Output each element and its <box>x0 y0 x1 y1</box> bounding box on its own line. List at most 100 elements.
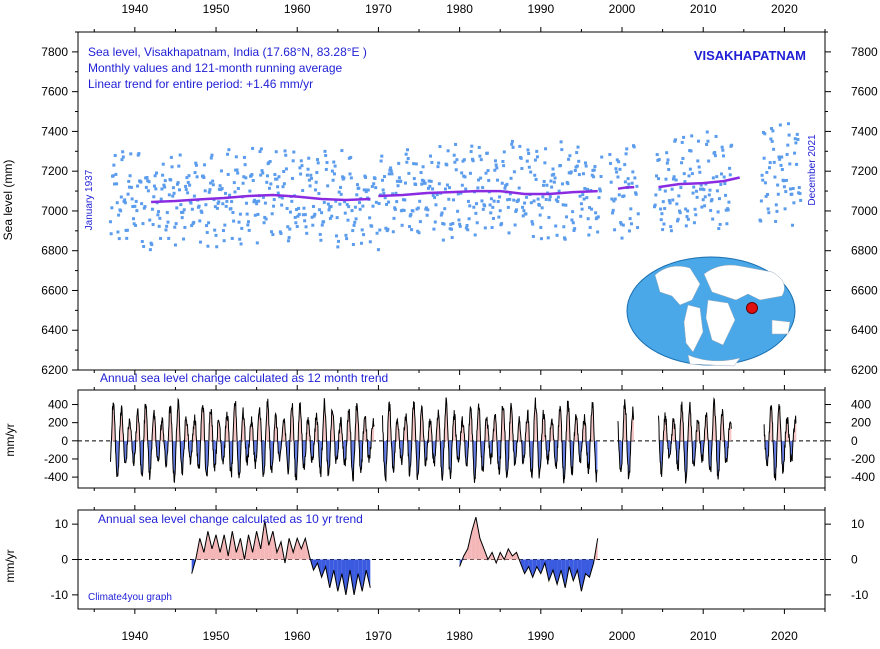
monthly-point <box>223 223 227 227</box>
monthly-point <box>447 186 451 190</box>
monthly-point <box>325 161 329 165</box>
monthly-point <box>430 160 434 164</box>
monthly-point <box>676 217 680 221</box>
monthly-point <box>423 181 427 185</box>
monthly-point <box>760 173 764 177</box>
monthly-point <box>406 148 410 152</box>
monthly-point <box>590 173 594 177</box>
monthly-point <box>337 239 341 243</box>
y1-tick-label-right: 6200 <box>851 363 878 377</box>
monthly-point <box>526 148 530 152</box>
monthly-point <box>302 206 306 210</box>
monthly-point <box>621 223 625 227</box>
monthly-point <box>679 186 683 190</box>
monthly-point <box>344 233 348 237</box>
monthly-point <box>795 132 799 136</box>
monthly-point <box>394 191 398 195</box>
monthly-point <box>386 227 390 231</box>
monthly-point <box>110 206 114 210</box>
monthly-point <box>123 198 127 202</box>
monthly-point <box>221 229 225 233</box>
monthly-point <box>782 185 786 189</box>
monthly-point <box>724 193 728 197</box>
monthly-point <box>479 158 483 162</box>
monthly-point <box>309 176 313 180</box>
monthly-point <box>775 209 779 213</box>
monthly-point <box>205 231 209 235</box>
monthly-point <box>608 152 612 156</box>
monthly-point <box>290 199 294 203</box>
monthly-point <box>298 166 302 170</box>
monthly-point <box>230 200 234 204</box>
monthly-point <box>725 222 729 226</box>
monthly-point <box>431 193 435 197</box>
monthly-point <box>311 223 315 227</box>
monthly-point <box>192 194 196 198</box>
monthly-point <box>131 205 135 209</box>
monthly-point <box>569 170 573 174</box>
monthly-point <box>796 137 800 141</box>
y2-tick-label-right: 200 <box>851 416 871 430</box>
globe-landmass <box>771 319 791 335</box>
monthly-point <box>144 185 148 189</box>
monthly-point <box>119 195 123 199</box>
panel3-title: Annual sea level change calculated as 10… <box>98 512 363 526</box>
monthly-point <box>192 220 196 224</box>
monthly-point <box>234 155 238 159</box>
positive-area <box>467 531 472 560</box>
monthly-point <box>556 199 560 203</box>
monthly-point <box>238 237 242 241</box>
monthly-point <box>233 190 237 194</box>
monthly-point <box>186 191 190 195</box>
monthly-point <box>767 211 771 215</box>
monthly-point <box>478 154 482 158</box>
monthly-point <box>793 137 797 141</box>
monthly-point <box>578 194 582 198</box>
negative-area <box>329 559 334 588</box>
monthly-point <box>203 189 207 193</box>
monthly-point <box>301 189 305 193</box>
monthly-point <box>508 192 512 196</box>
monthly-point <box>763 132 767 136</box>
monthly-point <box>547 215 551 219</box>
monthly-point <box>593 165 597 169</box>
monthly-point <box>531 235 535 239</box>
monthly-point <box>390 172 394 176</box>
monthly-point <box>395 200 399 204</box>
monthly-point <box>151 223 155 227</box>
monthly-point <box>673 138 677 142</box>
monthly-point <box>111 174 115 178</box>
globe-landmass <box>703 264 785 301</box>
monthly-point <box>268 159 272 163</box>
monthly-point <box>576 145 580 149</box>
monthly-point <box>119 209 123 213</box>
monthly-point <box>512 198 516 202</box>
trend-12month-line <box>110 397 375 483</box>
monthly-point <box>389 169 393 173</box>
monthly-point <box>598 187 602 191</box>
monthly-point <box>174 222 178 226</box>
monthly-point <box>291 159 295 163</box>
x-tick-label: 2010 <box>690 629 717 643</box>
monthly-point <box>654 193 658 197</box>
monthly-point <box>489 211 493 215</box>
monthly-point <box>184 188 188 192</box>
monthly-point <box>393 207 397 211</box>
monthly-point <box>581 193 585 197</box>
monthly-point <box>407 171 411 175</box>
x-tick-label-top: 1940 <box>121 2 148 16</box>
monthly-point <box>497 215 501 219</box>
monthly-point <box>286 225 290 229</box>
negative-area <box>581 559 586 592</box>
monthly-point <box>347 205 351 209</box>
monthly-point <box>338 202 342 206</box>
y3-tick-label-right: -10 <box>851 588 869 602</box>
monthly-point <box>672 175 676 179</box>
monthly-point <box>532 199 536 203</box>
monthly-point <box>334 234 338 238</box>
monthly-point <box>148 248 152 252</box>
monthly-point <box>616 175 620 179</box>
monthly-point <box>283 149 287 153</box>
monthly-point <box>771 129 775 133</box>
monthly-point <box>391 192 395 196</box>
